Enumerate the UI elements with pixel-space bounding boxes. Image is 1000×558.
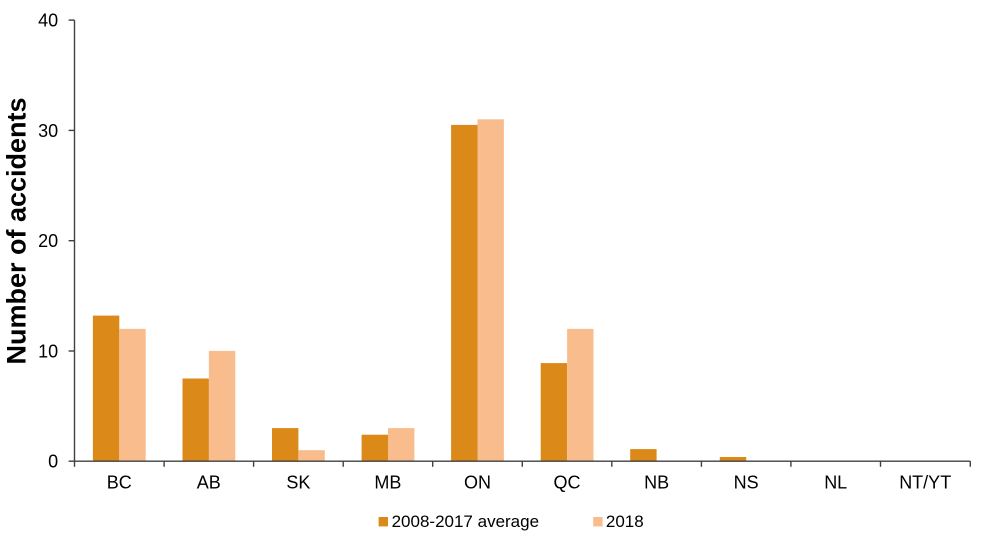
- svg-text:AB: AB: [197, 473, 221, 493]
- svg-text:NT/YT: NT/YT: [899, 473, 951, 493]
- svg-text:2018: 2018: [606, 512, 644, 531]
- svg-text:QC: QC: [554, 473, 581, 493]
- svg-text:10: 10: [38, 341, 58, 361]
- svg-text:40: 40: [38, 11, 58, 31]
- svg-text:30: 30: [38, 121, 58, 141]
- svg-text:NB: NB: [644, 473, 669, 493]
- svg-text:2008-2017 average: 2008-2017 average: [392, 512, 539, 531]
- svg-text:20: 20: [38, 231, 58, 251]
- svg-text:NL: NL: [824, 473, 847, 493]
- svg-text:SK: SK: [286, 473, 310, 493]
- svg-text:Number of accidents: Number of accidents: [2, 97, 32, 364]
- svg-text:ON: ON: [464, 473, 491, 493]
- svg-text:MB: MB: [374, 473, 401, 493]
- svg-text:NS: NS: [734, 473, 759, 493]
- svg-text:0: 0: [48, 452, 58, 472]
- svg-text:BC: BC: [107, 473, 132, 493]
